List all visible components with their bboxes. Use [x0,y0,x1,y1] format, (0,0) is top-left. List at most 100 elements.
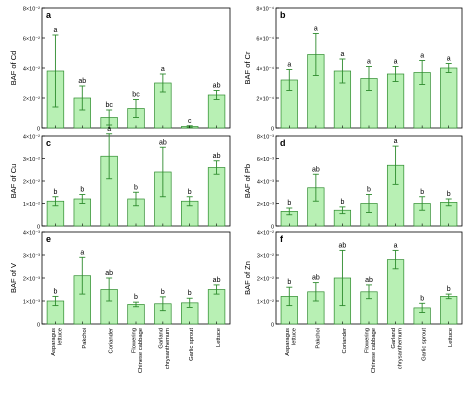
significance-letter: b [80,187,84,194]
x-tick-label: Garlandchrysanthemum [391,328,404,369]
y-tick-label: 2×10⁻³ [257,202,274,208]
y-tick-label: 4×10⁻³ [23,231,40,237]
significance-letter: a [394,138,398,145]
significance-letter: a [340,51,344,58]
x-tick-label: FloweringChinese cabbage [365,328,378,373]
y-tick-label: 4×10⁻² [23,135,40,141]
x-tick-label-line: Lettuce [448,328,454,347]
significance-letter: a [107,126,111,133]
x-tick-label-line: Garlic sprout [189,328,195,361]
bar-garland-chrysanthemum [386,259,405,325]
significance-letter: a [53,27,57,34]
significance-letter: b [53,288,57,295]
x-tick-label-line: Flowering [365,328,371,353]
x-tick-label-line: Flowering [132,328,138,353]
x-tick-label-line: Pakchoi [315,328,321,349]
significance-letter: b [161,289,165,296]
y-tick-label: 3×10⁻² [257,254,274,260]
x-tick-label-line: Asparagus [51,328,57,356]
bar-lettuce [207,289,226,325]
y-tick-label: 8×10⁻³ [257,135,274,141]
y-tick-label: 6×10⁻³ [257,157,274,163]
panel-letter: f [280,234,284,244]
x-tick-label-line: lettuce [291,328,297,345]
significance-letter: a [287,62,291,69]
significance-letter: b [447,191,451,198]
y-axis-label: BAF of Cr [243,51,252,84]
y-tick-label: 2×10⁻² [257,277,274,283]
x-tick-label: Coriander [342,328,348,354]
x-tick-label: Asparaguslettuce [51,328,64,356]
y-tick-label: 0 [271,127,274,133]
significance-letter: ab [339,242,347,249]
y-tick-label: 2×10⁻³ [23,277,40,283]
significance-letter: a [367,59,371,66]
x-tick-label-line: Pakchoi [82,328,88,349]
significance-letter: a [80,249,84,256]
y-tick-label: 6×10⁻⁴ [256,36,274,43]
significance-letter: b [53,189,57,196]
y-tick-label: 3×10⁻³ [23,254,40,260]
x-tick-label-line: Garland [391,328,397,349]
significance-letter: bc [105,102,113,109]
significance-letter: ab [213,83,221,90]
significance-letter: ab [78,78,86,85]
y-tick-label: 2×10⁻⁴ [256,96,274,103]
bar-garland-chrysanthemum [386,73,405,129]
panel-letter: d [280,138,286,148]
x-tick-label-line: chrysanthemum [165,328,171,369]
significance-letter: b [447,286,451,293]
y-tick-label: 0 [271,323,274,329]
significance-letter: b [367,187,371,194]
y-tick-label: 8×10⁻² [23,7,40,13]
significance-letter: c [188,118,192,125]
significance-letter: ab [213,153,221,160]
x-tick-label-line: Coriander [342,328,348,354]
x-tick-label-line: lettuce [57,328,63,345]
y-axis-label: BAF of Cu [9,164,18,199]
bar-flowering-chinese-cabbage [127,304,145,325]
y-tick-label: 1×10⁻² [23,202,40,208]
y-axis-label: BAF of Pb [243,164,252,198]
y-tick-label: 0 [37,323,40,329]
x-tick-label: FloweringChinese cabbage [132,328,145,373]
significance-letter: b [134,184,138,191]
significance-letter: ab [105,270,113,277]
significance-letter: ab [159,139,167,146]
bar-lettuce [440,67,458,129]
x-tick-label-line: Coriander [109,328,115,354]
x-tick-label: Coriander [109,328,115,354]
significance-letter: b [287,279,291,286]
y-tick-label: 4×10⁻³ [257,180,274,186]
panel-letter: c [46,138,51,148]
x-tick-label-line: Asparagus [285,328,291,356]
y-tick-label: 8×10⁻⁴ [256,6,274,13]
y-axis-label: BAF of Cd [9,51,18,86]
x-tick-label: Asparaguslettuce [285,328,298,356]
chart-panel-b: b 0 2×10⁻⁴ 4×10⁻⁴ 6×10⁻⁴ 8×10⁻⁴ BAF of Cr a a a a a… [243,6,463,133]
x-tick-label: Lettuce [448,328,454,347]
y-tick-label: 2×10⁻² [23,97,40,103]
significance-letter: b [420,189,424,196]
bar-lettuce [440,296,458,325]
significance-letter: ab [312,275,320,282]
x-tick-label-line: chrysanthemum [398,328,404,369]
significance-letter: a [420,53,424,60]
significance-letter: b [420,295,424,302]
panel-letter: e [46,234,51,244]
y-tick-label: 4×10⁻² [23,67,40,73]
x-tick-label-line: Lettuce [216,328,222,347]
y-tick-label: 0 [37,225,40,231]
significance-letter: b [134,294,138,301]
significance-letter: a [447,56,451,63]
x-tick-label: Lettuce [216,328,222,347]
significance-letter: b [340,199,344,206]
y-tick-label: 1×10⁻² [257,300,274,306]
y-axis-label: BAF of Zn [243,261,252,295]
x-tick-label: Garlandchrysanthemum [158,328,171,369]
y-tick-label: 0 [271,225,274,231]
significance-letter: bc [132,92,140,99]
significance-letter: a [161,66,165,73]
